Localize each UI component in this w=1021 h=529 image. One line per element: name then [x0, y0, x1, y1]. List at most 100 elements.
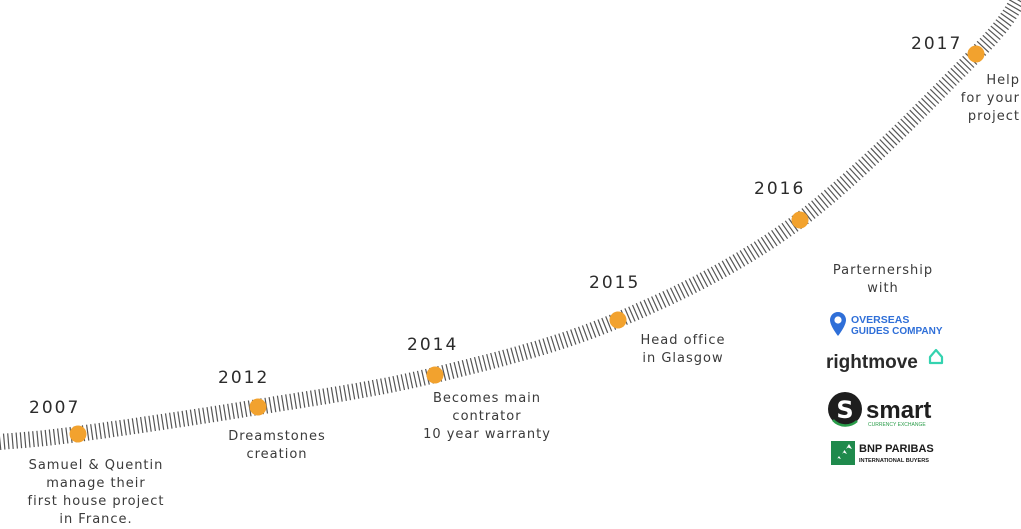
track-tick: [326, 387, 331, 404]
track-tick: [376, 379, 381, 396]
track-tick: [577, 326, 585, 343]
year-2016-label: 2016: [754, 179, 806, 199]
track-tick: [123, 419, 127, 436]
partnership-title-line: with: [867, 281, 899, 296]
track-tick: [827, 187, 839, 200]
track-tick: [858, 159, 870, 172]
track-tick: [882, 136, 895, 149]
track-tick: [44, 429, 48, 446]
bnp-logo-line2: INTERNATIONAL BUYERS: [859, 458, 929, 464]
year-2014-label: 2014: [407, 335, 459, 355]
track-tick: [764, 234, 775, 249]
track-tick: [86, 424, 90, 441]
track-tick: [305, 391, 310, 407]
track-tick: [879, 139, 892, 152]
track-tick: [778, 225, 789, 240]
track-tick: [343, 384, 347, 402]
track-tick: [526, 343, 532, 359]
track-tick: [929, 88, 943, 101]
track-tick: [380, 378, 385, 395]
track-tick: [461, 360, 467, 376]
track-tick: [814, 197, 826, 211]
track-tick: [334, 386, 339, 403]
track-tick: [28, 431, 31, 448]
track-tick: [363, 381, 368, 398]
track-tick: [2, 433, 6, 450]
track-tick: [518, 345, 524, 362]
track-tick: [728, 256, 738, 271]
track-tick: [753, 241, 764, 256]
track-tick: [534, 340, 541, 357]
track-tick: [522, 344, 528, 360]
track-tick: [367, 380, 372, 397]
track-tick: [185, 410, 190, 427]
milestone-dot-2014: [426, 366, 444, 384]
track-tick: [666, 289, 675, 305]
track-tick: [771, 229, 782, 244]
track-tick: [135, 417, 140, 434]
track-tick: [941, 76, 954, 89]
description-line: Becomes main: [432, 391, 542, 406]
track-tick: [624, 308, 632, 324]
track-tick: [979, 37, 993, 50]
track-tick: [239, 401, 244, 418]
track-tick: [995, 19, 1009, 31]
track-tick: [1002, 9, 1017, 20]
track-tick: [757, 239, 767, 254]
track-tick: [585, 323, 593, 340]
track-tick: [935, 82, 949, 95]
track-tick: [106, 421, 111, 438]
track-tick: [546, 337, 553, 353]
track-tick: [801, 208, 813, 222]
track-tick: [870, 147, 883, 161]
track-tick: [510, 347, 516, 364]
partnership-title-line: Parternership: [832, 263, 934, 278]
track-tick: [355, 382, 360, 399]
track-tick: [658, 292, 667, 308]
description-line: Dreamstones: [228, 429, 326, 444]
year-2017-label: 2017: [911, 34, 963, 54]
track-tick: [982, 34, 996, 47]
track-tick: [550, 335, 557, 352]
s-circle-icon: S: [828, 392, 862, 427]
track-tick: [823, 189, 836, 203]
track-tick: [486, 353, 492, 370]
track-tick: [94, 423, 98, 440]
description-line: Samuel & Quentin: [28, 458, 164, 473]
description-line: project: [967, 109, 1020, 124]
track-tick: [144, 416, 148, 433]
track-tick: [987, 28, 1001, 41]
track-tick: [98, 422, 102, 439]
track-tick: [469, 357, 475, 374]
track-tick: [906, 112, 919, 125]
track-tick: [301, 391, 306, 408]
track-tick: [554, 334, 561, 351]
description-line: creation: [246, 447, 308, 462]
track-tick: [710, 266, 720, 282]
track-tick: [0, 435, 2, 451]
track-tick: [820, 192, 832, 206]
track-tick: [412, 371, 418, 388]
track-tick: [562, 332, 569, 348]
track-tick: [482, 354, 488, 371]
track-tick: [384, 377, 389, 394]
track-tick: [181, 410, 186, 427]
track-tick: [888, 130, 901, 143]
track-tick: [445, 363, 451, 380]
track-tick: [938, 79, 951, 92]
rightmove-logo-text: rightmove: [826, 352, 918, 373]
track-tick: [760, 236, 771, 251]
track-tick: [388, 376, 393, 393]
track-tick: [605, 316, 613, 332]
track-tick: [148, 415, 152, 432]
track-tick: [48, 429, 52, 446]
track-tick: [297, 392, 302, 409]
track-tick: [725, 258, 735, 273]
milestone-2012-description: Dreamstones creation: [197, 428, 357, 464]
overseas-logo-line2: GUIDES COMPANY: [851, 326, 943, 337]
track-tick: [784, 220, 796, 235]
track-tick: [990, 25, 1004, 37]
description-line: Head office: [640, 333, 726, 348]
description-line: first house project: [27, 494, 165, 509]
track-tick: [767, 232, 778, 247]
